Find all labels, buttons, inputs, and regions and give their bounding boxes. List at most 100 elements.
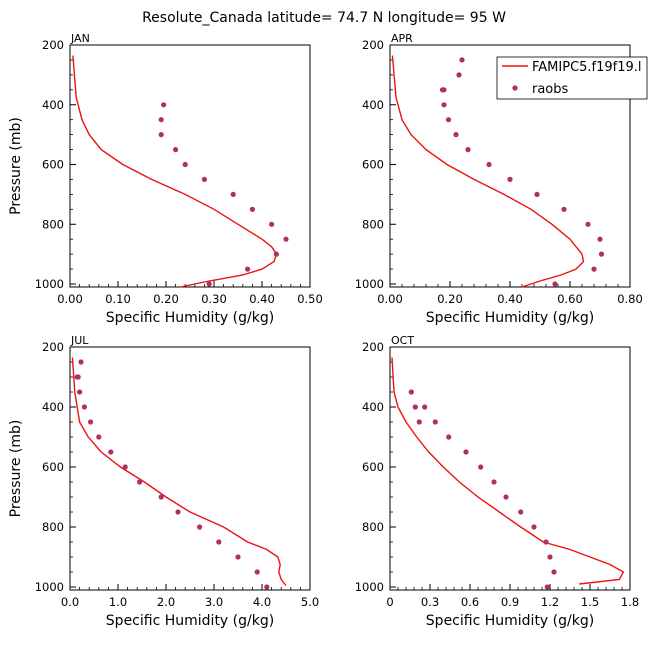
jul-xtick-label: 3.0	[205, 595, 223, 609]
oct-obs-point	[412, 404, 418, 410]
oct-obs-point	[463, 449, 469, 455]
apr-obs-point	[585, 221, 591, 227]
oct-xtick-label: 0.6	[461, 595, 479, 609]
jul-obs-point	[88, 419, 94, 425]
oct-obs-point	[416, 419, 422, 425]
panel-apr: APR 0.00 0.20 0.40 0.60 0.80 200 400 600 800 1000 S…	[355, 32, 643, 326]
apr-xtick-label: 0.60	[557, 292, 583, 306]
apr-ytick-label: 800	[362, 217, 384, 231]
jan-obs-point	[269, 221, 275, 227]
jan-xtick-label: 0.20	[153, 292, 179, 306]
apr-xtick-label: 0.40	[497, 292, 523, 306]
oct-xtick-label: 0.9	[501, 595, 519, 609]
jul-ytick-label: 1000	[35, 580, 64, 594]
jul-obs-point	[175, 509, 181, 515]
jul-y-axis-label: Pressure (mb)	[8, 420, 24, 518]
apr-obs-point	[552, 281, 558, 287]
jul-xtick-label: 2.0	[157, 595, 175, 609]
legend: FAMIPC5.f19f19.l raobs	[496, 56, 648, 100]
oct-obs-point	[478, 464, 484, 470]
jan-y-axis-label: Pressure (mb)	[8, 117, 24, 215]
jan-xtick-label: 0.50	[297, 292, 323, 306]
figure-title: Resolute_Canada latitude= 74.7 N longitu…	[142, 10, 506, 26]
oct-ytick-label: 200	[362, 340, 384, 354]
jul-obs-point	[81, 404, 87, 410]
jan-obs-point	[158, 117, 164, 123]
jul-obs-point	[254, 569, 260, 575]
apr-obs-point	[486, 161, 492, 168]
jul-x-axis-label: Specific Humidity (g/kg)	[106, 613, 274, 629]
jul-xtick-label: 5.0	[301, 595, 319, 609]
jan-xtick-label: 0.10	[105, 292, 131, 306]
oct-obs-point	[503, 494, 509, 500]
jan-xtick-label: 0.30	[201, 292, 227, 306]
legend-box	[496, 56, 648, 100]
jan-ytick-label: 400	[42, 98, 64, 112]
apr-ytick-label: 200	[362, 38, 384, 52]
apr-ytick-label: 1000	[355, 277, 384, 291]
oct-x-axis-label: Specific Humidity (g/kg)	[426, 613, 594, 629]
legend-model-label: FAMIPC5.f19f19.l	[532, 60, 642, 75]
apr-obs-point	[453, 132, 459, 138]
apr-obs-point	[591, 266, 597, 272]
jul-model-line	[71, 357, 287, 586]
apr-obs-point	[456, 72, 462, 78]
jul-obs-point	[96, 434, 102, 440]
apr-xtick-label: 0.80	[617, 292, 643, 306]
legend-obs-swatch	[512, 85, 518, 91]
apr-xtick-label: 0.20	[437, 292, 463, 306]
oct-xtick-label: 1.8	[621, 595, 639, 609]
jan-obs-point	[249, 206, 255, 212]
panel-oct: OCT 0 0.3 0.6 0.9 1.2 1.5 1.8 200 400 600 800 1000 Sp…	[355, 334, 639, 629]
oct-panel-title: OCT	[391, 334, 414, 347]
apr-obs-point	[597, 236, 603, 242]
jul-obs-point	[77, 389, 83, 395]
oct-plot-frame	[389, 346, 631, 591]
apr-xtick-label: 0.00	[377, 292, 403, 306]
apr-obs-point	[445, 117, 452, 123]
jan-panel-title: JAN	[70, 32, 90, 45]
jul-obs-point	[108, 449, 114, 455]
apr-obs-point	[534, 191, 540, 197]
oct-model-line	[391, 357, 625, 585]
jan-ytick-label: 600	[42, 158, 64, 172]
apr-ytick-label: 600	[362, 158, 384, 172]
panel-jul: JUL 0.0 1.0 2.0 3.0 4.0 5.0 200 400 600 800 1000 Spe…	[8, 334, 319, 629]
jan-obs-point	[182, 161, 188, 168]
jan-obs-point	[201, 176, 207, 182]
oct-xtick-label: 1.2	[541, 595, 559, 609]
jul-obs-point	[216, 539, 222, 545]
jan-ytick-label: 1000	[35, 277, 64, 291]
oct-obs-point	[547, 554, 553, 560]
oct-ytick-label: 1000	[355, 580, 384, 594]
jan-obs-point	[161, 102, 167, 108]
oct-obs-point	[446, 434, 452, 440]
jan-ytick-label: 800	[42, 217, 64, 231]
jul-obs-point	[122, 464, 128, 470]
apr-obs-point	[441, 102, 447, 108]
oct-obs-point	[422, 404, 428, 410]
jul-ytick-label: 800	[42, 520, 64, 534]
jan-model-line	[72, 55, 278, 288]
jan-obs-point	[230, 191, 236, 197]
apr-obs-point	[439, 87, 446, 93]
jul-obs-point	[137, 479, 143, 485]
oct-obs-point	[518, 509, 524, 515]
jul-ytick-label: 600	[42, 460, 64, 474]
oct-ytick-label: 400	[362, 400, 384, 414]
jan-xtick-label: 0.40	[249, 292, 275, 306]
oct-xtick-label: 1.5	[581, 595, 599, 609]
apr-ytick-label: 400	[362, 98, 384, 112]
jan-obs-point	[206, 281, 212, 287]
apr-obs-point	[507, 176, 513, 182]
oct-xtick-label: 0	[386, 595, 393, 609]
jul-obs-point	[158, 494, 164, 500]
jan-obs-point	[245, 266, 251, 272]
jan-x-axis-label: Specific Humidity (g/kg)	[106, 310, 274, 326]
oct-xtick-label: 0.3	[421, 595, 439, 609]
apr-obs-point	[598, 251, 605, 257]
jul-obs-point	[264, 584, 270, 590]
jan-obs-point	[273, 251, 279, 257]
apr-model-line	[391, 55, 585, 288]
